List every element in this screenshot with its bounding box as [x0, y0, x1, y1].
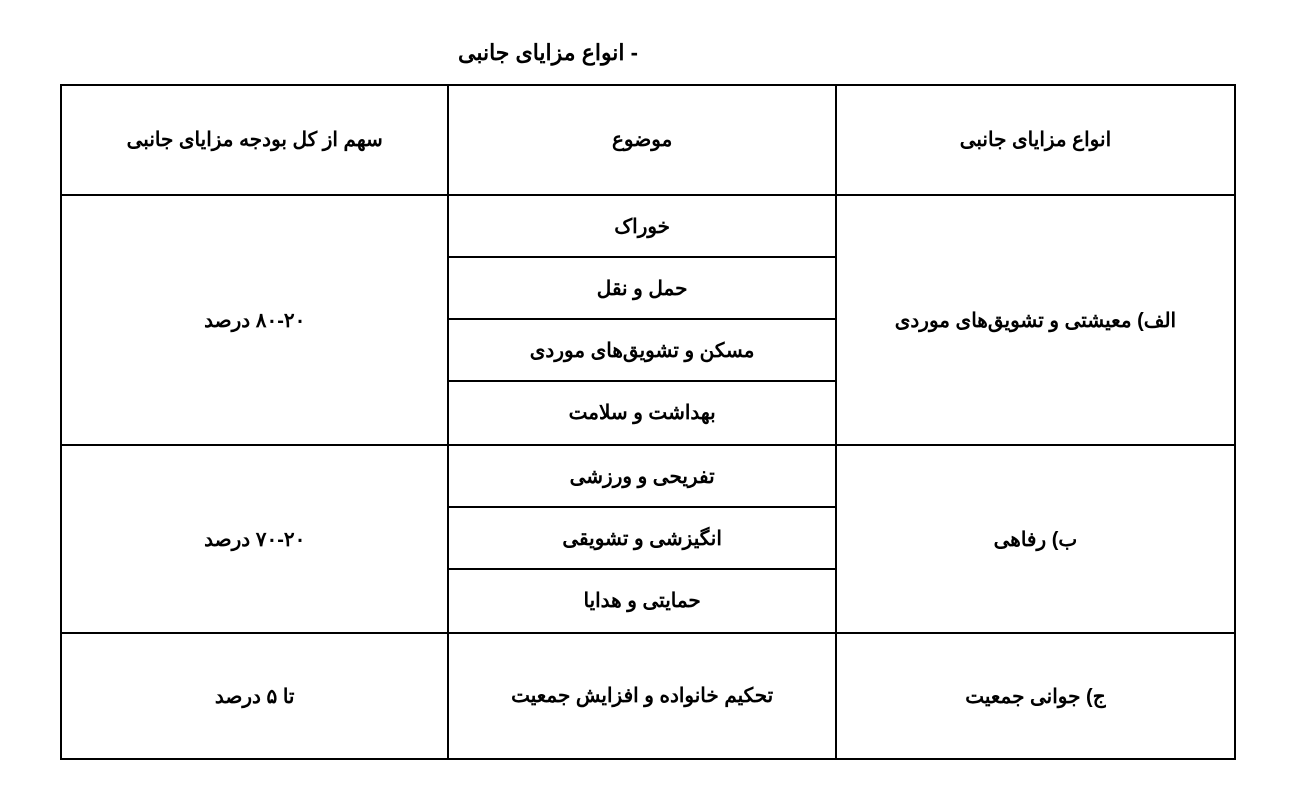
col-header-subject: موضوع — [448, 85, 835, 195]
subject-item: تفریحی و ورزشی — [449, 446, 834, 508]
type-cell-c: ج) جوانی جمعیت — [836, 633, 1235, 759]
subject-item: تحکیم خانواده و افزایش جمعیت — [449, 634, 834, 758]
subject-item: حمل و نقل — [449, 258, 834, 320]
subject-item: انگیزشی و تشویقی — [449, 508, 834, 570]
benefits-table: انواع مزایای جانبی موضوع سهم از کل بودجه… — [60, 84, 1236, 760]
subject-item: حمایتی و هدایا — [449, 570, 834, 632]
table-row: ج) جوانی جمعیت تحکیم خانواده و افزایش جم… — [61, 633, 1235, 759]
type-cell-b: ب) رفاهی — [836, 445, 1235, 633]
share-cell-a: ۸۰-۲۰ درصد — [61, 195, 448, 445]
table-row: الف) معیشتی و تشویق‌های موردی خوراک حمل … — [61, 195, 1235, 445]
subject-item: خوراک — [449, 196, 834, 258]
subject-item: بهداشت و سلامت — [449, 382, 834, 444]
col-header-type: انواع مزایای جانبی — [836, 85, 1235, 195]
table-header-row: انواع مزایای جانبی موضوع سهم از کل بودجه… — [61, 85, 1235, 195]
subject-cell-c: تحکیم خانواده و افزایش جمعیت — [448, 633, 835, 759]
share-cell-c: تا ۵ درصد — [61, 633, 448, 759]
subject-item: مسکن و تشویق‌های موردی — [449, 320, 834, 382]
type-cell-a: الف) معیشتی و تشویق‌های موردی — [836, 195, 1235, 445]
subject-cell-a: خوراک حمل و نقل مسکن و تشویق‌های موردی ب… — [448, 195, 835, 445]
table-title: - انواع مزایای جانبی — [60, 40, 1236, 66]
share-cell-b: ۷۰-۲۰ درصد — [61, 445, 448, 633]
table-row: ب) رفاهی تفریحی و ورزشی انگیزشی و تشویقی… — [61, 445, 1235, 633]
col-header-share: سهم از کل بودجه مزایای جانبی — [61, 85, 448, 195]
subject-cell-b: تفریحی و ورزشی انگیزشی و تشویقی حمایتی و… — [448, 445, 835, 633]
